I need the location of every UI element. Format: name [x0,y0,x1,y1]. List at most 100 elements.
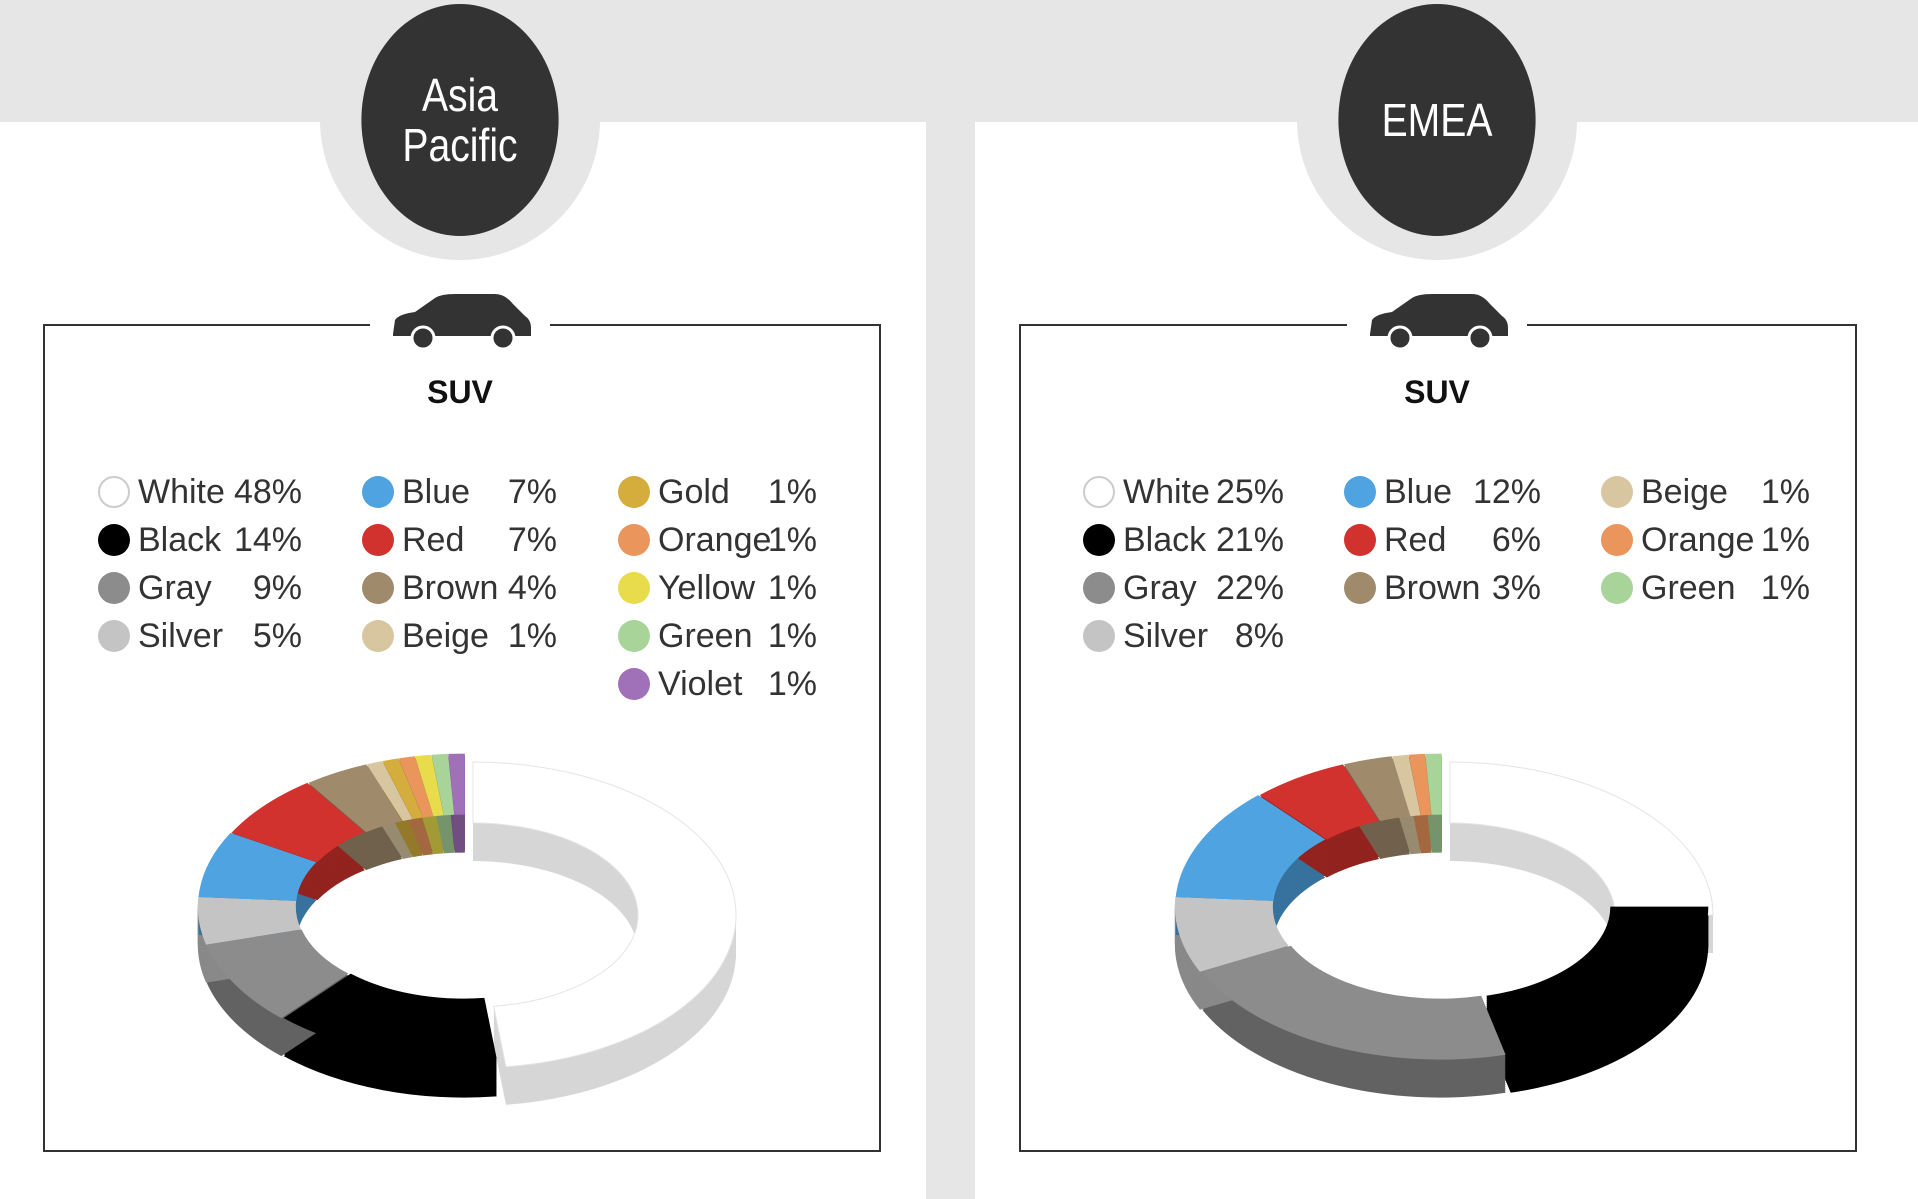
legend-item-white: White 48% [98,472,302,512]
legend-value: 1% [767,521,817,559]
legend-label: Violet [658,665,743,703]
legend-label: Orange [1641,521,1755,559]
donut-slice-black [1486,906,1709,1055]
legend-swatch [1601,524,1633,556]
legend-item-gray: Gray 22% [1083,568,1284,608]
region-badge-emea: EMEA [1338,4,1536,236]
donut-slice-silver [1174,896,1289,972]
legend-item-blue: Blue 12% [1344,472,1541,512]
legend-item-beige: Beige 1% [1601,472,1810,512]
legend-value: 6% [1491,521,1541,559]
legend-value: 5% [252,617,302,655]
legend-item-silver: Silver 8% [1083,616,1284,656]
legend-label: Beige [1641,473,1728,511]
region-title-line: EMEA [1381,94,1493,146]
legend-label: Yellow [658,569,756,607]
legend-value: 1% [1760,473,1810,511]
legend-swatch [618,668,650,700]
legend-value: 1% [507,617,557,655]
region-title-line: Pacific [402,119,518,171]
legend-label: Green [658,617,753,655]
legend-label: Orange [658,521,772,559]
legend-swatch [1344,524,1376,556]
legend-swatch [362,572,394,604]
donut-slice-beige [1392,754,1421,817]
legend-label: Silver [138,617,224,655]
legend-item-black: Black 21% [1083,520,1284,560]
legend-value: 1% [767,473,817,511]
legend-swatch [362,524,394,556]
donut-slice-blue [1175,795,1326,901]
legend-item-beige: Beige 1% [362,616,557,656]
legend-swatch [1601,476,1633,508]
donut-slice-blue [198,832,317,901]
legend-value: 1% [767,617,817,655]
segment-title: SUV [427,374,493,410]
legend-item-green: Green 1% [1601,568,1810,608]
donut-slice-orange [398,756,434,818]
legend-label: White [1123,473,1210,511]
donut-slice-violet [448,753,465,815]
donut-slice-white [1449,761,1714,916]
legend-item-yellow: Yellow 1% [618,568,817,608]
legend-swatch [98,620,130,652]
legend-item-red: Red 7% [362,520,557,560]
legend-swatch [362,476,394,508]
legend-label: Brown [402,569,499,607]
legend-swatch [1083,524,1115,556]
legend-value: 1% [767,569,817,607]
legend-swatch [1601,572,1633,604]
donut-slice-yellow [415,754,444,817]
donut-slice-white [472,761,737,1068]
donut-chart [1174,753,1714,1098]
legend-item-black: Black 14% [98,520,302,560]
donut-slice-green [1425,753,1442,815]
legend-item-white: White 25% [1083,472,1284,512]
legend-value: 3% [1491,569,1541,607]
legend-value: 48% [233,473,302,511]
donut-slice-green [431,753,455,816]
region-title: EMEA [1382,95,1493,145]
legend-swatch [618,524,650,556]
suv-car-icon [1347,290,1527,354]
legend-swatch [618,620,650,652]
legend-item-blue: Blue 7% [362,472,557,512]
legend-value: 7% [507,473,557,511]
legend-swatch [1083,572,1115,604]
legend-swatch [618,476,650,508]
legend-label: Gray [138,569,212,607]
region-title: Asia Pacific [402,70,517,170]
legend-item-gray: Gray 9% [98,568,302,608]
legend-label: Blue [402,473,471,511]
donut-slice-red [1259,764,1380,840]
region-title-line: Asia [421,69,499,121]
legend-label: White [138,473,225,511]
legend-swatch [618,572,650,604]
legend-swatch [1344,476,1376,508]
legend-item-gold: Gold 1% [618,472,817,512]
legend-value: 1% [767,665,817,703]
legend-swatch [1083,620,1115,652]
legend-label: Green [1641,569,1736,607]
donut-chart [197,753,737,1105]
legend-item-silver: Silver 5% [98,616,302,656]
legend-value: 21% [1215,521,1284,559]
legend-label: Blue [1384,473,1453,511]
legend-swatch [1083,476,1115,508]
donut-slice-gray [206,929,349,1019]
legend-value: 1% [1760,521,1810,559]
legend-value: 7% [507,521,557,559]
donut-slice-gold [382,758,423,820]
legend-swatch [1344,572,1376,604]
legend-swatch [98,524,130,556]
legend-label: Red [1384,521,1447,559]
legend-value: 1% [1760,569,1810,607]
legend-item-green: Green 1% [618,616,817,656]
donut-slice-orange [1408,753,1432,816]
legend-value: 9% [252,569,302,607]
legend-item-orange: Orange 1% [1601,520,1810,560]
legend-label: Red [402,521,465,559]
legend-swatch [98,572,130,604]
legend-label: Beige [402,617,489,655]
donut-slice-red [231,782,365,863]
